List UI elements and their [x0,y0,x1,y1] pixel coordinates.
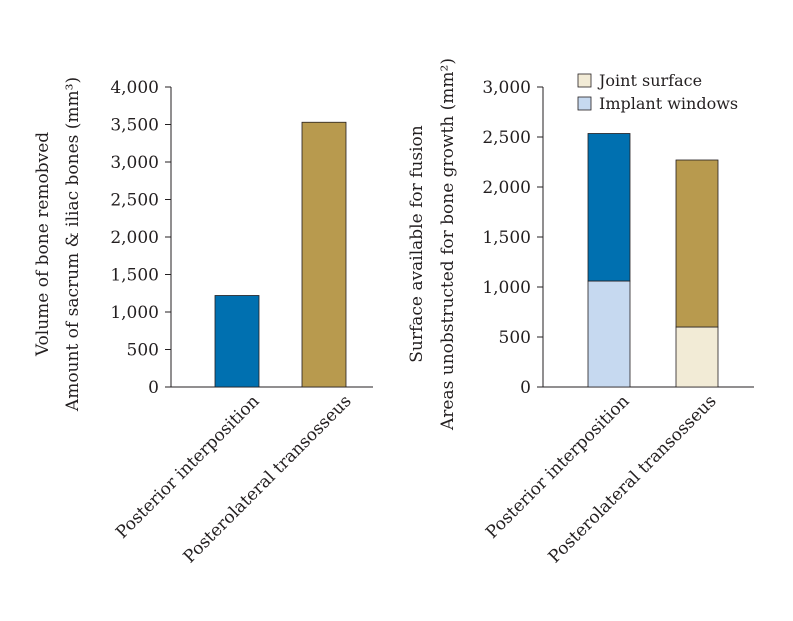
y-tick-label: 4,000 [110,78,159,98]
x-category-label: Posterolateral transosseus [545,391,721,567]
y-axis-title-line: Volume of bone remobved [33,132,53,357]
y-axis-title-line: Areas unobstructed for bone growth (mm²) [438,58,458,431]
y-tick-label: 1,500 [482,228,531,248]
left-chart: 0 500 1,000 1,500 2,000 2,500 3,000 3,500 4,000 P… [33,77,373,567]
y-tick-label: 1,000 [482,278,531,298]
y-tick-label: 0 [148,378,159,398]
y-tick-label: 2,500 [110,191,159,211]
x-category-label: Posterolateral transosseus [180,391,356,567]
y-tick-label: 2,000 [110,228,159,248]
y-tick-label: 3,000 [482,78,531,98]
right-chart: 0 500 1,000 1,500 2,000 2,500 3,000 Posterior i… [407,58,754,567]
y-tick-label: 500 [127,341,159,361]
bar [301,121,347,388]
y-tick-label: 0 [520,378,531,398]
y-axis-title-line: Surface available for fusion [407,125,427,362]
y-axis-title-line: Amount of sacrum & iliac bones (mm³) [63,77,83,412]
y-tick-label: 3,500 [110,116,159,136]
bar-segment [675,159,719,328]
legend-swatch [577,96,592,111]
legend-swatch [577,73,592,88]
bar-segment [587,280,631,388]
y-tick-label: 2,000 [482,178,531,198]
bar [214,295,260,388]
legend-label: Implant windows [599,94,738,113]
legend-label: Joint surface [597,71,702,90]
y-tick-label: 1,500 [110,266,159,286]
bar-segment [675,326,719,388]
y-tick-label: 3,000 [110,153,159,173]
y-tick-label: 1,000 [110,303,159,323]
y-tick-label: 2,500 [482,128,531,148]
y-tick-label: 500 [499,328,531,348]
bar-segment [587,133,631,282]
x-category-label: Posterior interposition [482,391,633,542]
